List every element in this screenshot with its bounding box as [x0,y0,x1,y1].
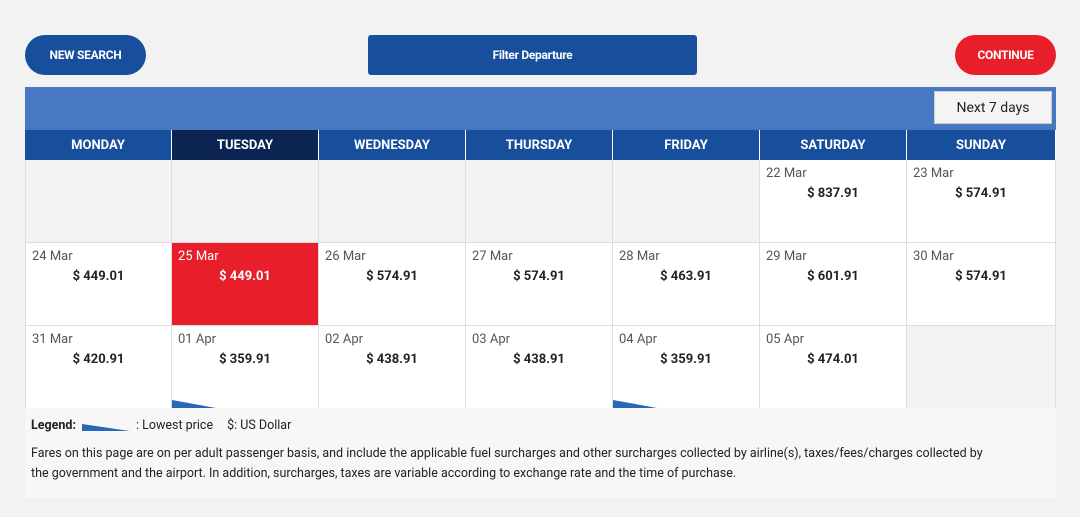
day-header: THURSDAY [466,130,613,160]
fare-date: 27 Mar [472,249,513,264]
fare-price: $ 449.01 [72,269,125,284]
empty-cell [466,160,613,243]
legend-lowest: : Lowest price [135,418,214,433]
fare-price: $ 359.91 [660,352,712,367]
fare-date: 24 Mar [32,249,73,264]
empty-cell [613,160,760,243]
calendar-toolbar: Next 7 days [25,87,1056,130]
fare-date: 31 Mar [32,332,73,347]
lowest-icon [81,423,130,431]
day-header: WEDNESDAY [319,130,466,160]
fare-price: $ 574.91 [513,269,565,284]
fare-note: Fares on this page are on per adult pass… [31,446,983,461]
fare-date: 26 Mar [325,249,366,264]
fare-cell[interactable]: 23 Mar $ 574.91 [907,160,1056,243]
fare-price: $ 574.91 [955,269,1007,284]
fare-price: $ 463.91 [660,269,712,284]
fare-date: 28 Mar [619,249,660,264]
fare-price: $ 601.91 [807,269,859,284]
fare-price: $ 837.91 [807,186,859,201]
fare-note: the government and the airport. In addit… [31,466,737,481]
legend-row: Legend: : Lowest price $: US Dollar [31,418,291,433]
fare-cell[interactable]: 22 Mar $ 837.91 [760,160,907,243]
fare-price: $ 438.91 [513,352,565,367]
fare-price: $ 438.91 [366,352,418,367]
fare-cell[interactable]: 02 Apr $ 438.91 [319,326,466,409]
fare-date: 02 Apr [325,332,364,347]
empty-cell [907,326,1056,409]
fare-date: 23 Mar [913,166,954,181]
fare-cell[interactable]: 31 Mar $ 420.91 [25,326,172,409]
empty-cell [25,160,172,243]
fare-price: $ 420.91 [72,352,125,367]
new-search-button[interactable]: NEW SEARCH [25,35,146,75]
fare-date: 29 Mar [766,249,807,264]
next-7-days-button[interactable]: Next 7 days [934,91,1052,124]
fare-cell[interactable]: 29 Mar $ 601.91 [760,243,907,326]
fare-cell[interactable]: 25 Mar $ 449.01 [172,243,319,326]
fare-cell[interactable]: 01 Apr $ 359.91 [172,326,319,409]
legend-title: Legend: [31,418,76,433]
filter-departure-button[interactable]: Filter Departure [368,35,697,75]
fare-date: 03 Apr [472,332,511,347]
fare-price: $ 449.01 [219,269,271,284]
day-header: TUESDAY [172,130,319,160]
fare-price: $ 474.01 [807,352,859,367]
fare-date: 30 Mar [913,249,954,264]
empty-cell [319,160,466,243]
fare-cell[interactable]: 03 Apr $ 438.91 [466,326,613,409]
day-header: MONDAY [25,130,172,160]
continue-button[interactable]: CONTINUE [955,35,1056,75]
fare-cell[interactable]: 05 Apr $ 474.01 [760,326,907,409]
empty-cell [172,160,319,243]
fare-date: 22 Mar [766,166,807,181]
fare-date: 01 Apr [178,332,217,347]
fare-cell[interactable]: 28 Mar $ 463.91 [613,243,760,326]
fare-price: $ 574.91 [955,186,1007,201]
legend-currency: $: US Dollar [227,418,292,433]
fare-cell[interactable]: 26 Mar $ 574.91 [319,243,466,326]
fare-date: 25 Mar [178,249,219,264]
fare-cell[interactable]: 24 Mar $ 449.01 [25,243,172,326]
fare-price: $ 574.91 [366,269,418,284]
fare-cell[interactable]: 30 Mar $ 574.91 [907,243,1056,326]
fare-date: 04 Apr [619,332,658,347]
fare-cell[interactable]: 04 Apr $ 359.91 [613,326,760,409]
day-header: SUNDAY [907,130,1056,160]
day-header: SATURDAY [760,130,907,160]
lowest-price-marker [613,400,657,408]
legend: Legend: : Lowest price $: US Dollar Fare… [25,408,1056,498]
day-header: FRIDAY [613,130,760,160]
fare-price: $ 359.91 [219,352,271,367]
fare-cell[interactable]: 27 Mar $ 574.91 [466,243,613,326]
lowest-price-marker [172,400,216,408]
fare-date: 05 Apr [766,332,805,347]
